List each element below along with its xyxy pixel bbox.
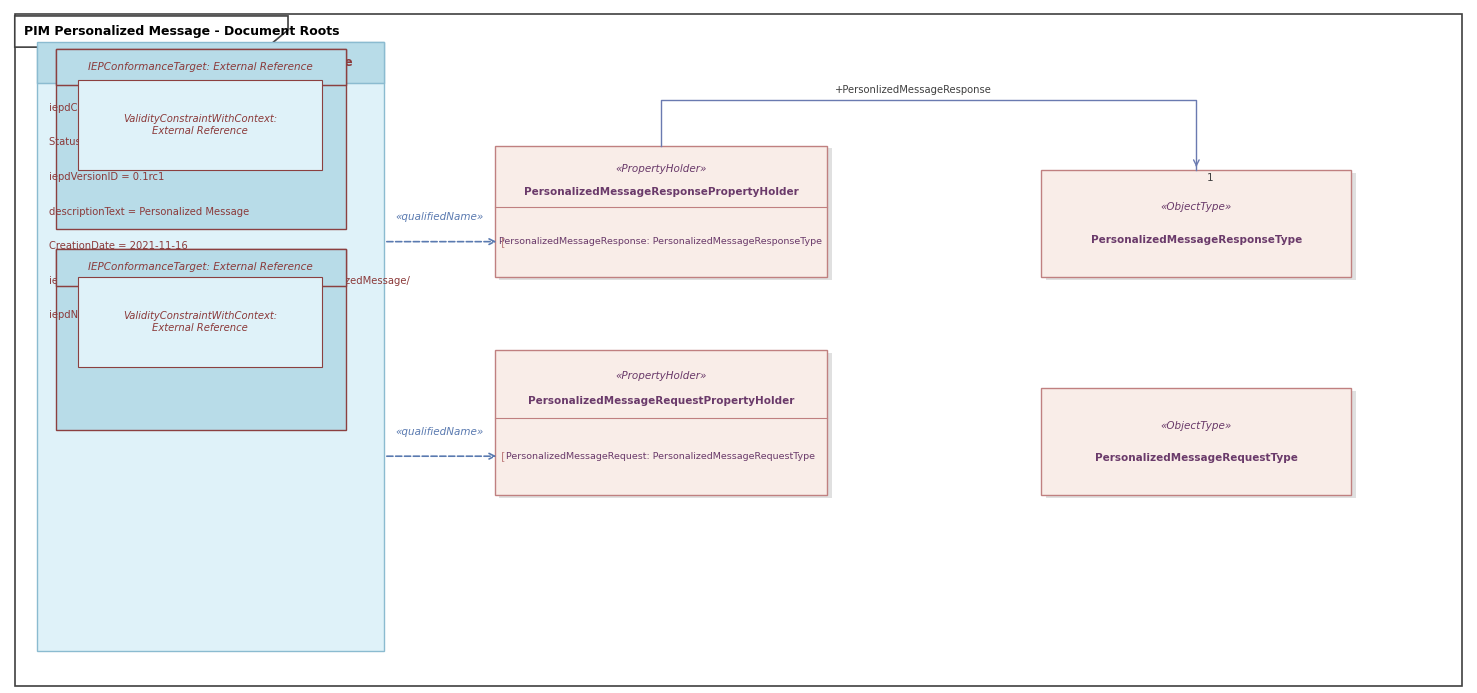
Text: «qualifiedName»: «qualifiedName» xyxy=(396,212,483,222)
Polygon shape xyxy=(15,16,288,47)
Text: descriptionText = Personalized Message: descriptionText = Personalized Message xyxy=(49,207,250,216)
Text: PersonalizedMessageRequestPropertyHolder: PersonalizedMessageRequestPropertyHolder xyxy=(527,396,795,406)
FancyBboxPatch shape xyxy=(499,148,832,280)
Text: StatusText = Release Candidate: StatusText = Release Candidate xyxy=(49,137,208,147)
FancyBboxPatch shape xyxy=(56,49,346,85)
Text: IEPConformanceTarget: External Reference: IEPConformanceTarget: External Reference xyxy=(89,263,313,272)
Text: +PersonlizedMessageResponse: +PersonlizedMessageResponse xyxy=(836,85,993,95)
Text: Personalized Message: External Reference: Personalized Message: External Reference xyxy=(68,56,353,69)
Text: iepdVersionID = 0.1rc1: iepdVersionID = 0.1rc1 xyxy=(49,172,164,182)
Text: «ObjectType»: «ObjectType» xyxy=(1161,202,1232,212)
FancyBboxPatch shape xyxy=(56,249,346,286)
Text: «PropertyHolder»: «PropertyHolder» xyxy=(616,371,706,381)
FancyBboxPatch shape xyxy=(1041,170,1351,277)
FancyBboxPatch shape xyxy=(56,49,346,229)
Text: [: [ xyxy=(501,236,505,247)
FancyBboxPatch shape xyxy=(56,249,346,430)
Text: PersonalizedMessageResponse: PersonalizedMessageResponseType: PersonalizedMessageResponse: Personalize… xyxy=(499,237,823,246)
FancyBboxPatch shape xyxy=(499,353,832,498)
Text: iepdName = NIEM-IEPD: iepdName = NIEM-IEPD xyxy=(49,310,165,320)
Text: PersonalizedMessageResponseType: PersonalizedMessageResponseType xyxy=(1090,235,1303,245)
FancyBboxPatch shape xyxy=(37,42,384,651)
Text: 1: 1 xyxy=(1207,173,1213,183)
FancyBboxPatch shape xyxy=(495,146,827,277)
Text: CreationDate = 2021-11-16: CreationDate = 2021-11-16 xyxy=(49,241,188,251)
FancyBboxPatch shape xyxy=(78,80,322,170)
FancyBboxPatch shape xyxy=(15,14,1462,686)
Text: IEPConformanceTarget: External Reference: IEPConformanceTarget: External Reference xyxy=(89,62,313,71)
FancyBboxPatch shape xyxy=(1046,391,1356,498)
Text: PersonalizedMessageRequest: PersonalizedMessageRequestType: PersonalizedMessageRequest: Personalized… xyxy=(507,452,815,461)
Text: ValidityConstraintWithContext:
External Reference: ValidityConstraintWithContext: External … xyxy=(123,114,278,136)
Text: PersonalizedMessageRequestType: PersonalizedMessageRequestType xyxy=(1094,453,1298,463)
Text: ValidityConstraintWithContext:
External Reference: ValidityConstraintWithContext: External … xyxy=(123,311,278,333)
FancyBboxPatch shape xyxy=(37,42,384,83)
Text: «qualifiedName»: «qualifiedName» xyxy=(396,427,483,437)
Text: PersonalizedMessageResponsePropertyHolder: PersonalizedMessageResponsePropertyHolde… xyxy=(523,186,799,197)
Text: PIM Personalized Message - Document Roots: PIM Personalized Message - Document Root… xyxy=(24,25,340,38)
FancyBboxPatch shape xyxy=(1046,173,1356,280)
FancyBboxPatch shape xyxy=(1041,388,1351,495)
Text: [: [ xyxy=(501,451,505,462)
Text: iepdClassCode = iepd: iepdClassCode = iepd xyxy=(49,103,158,112)
FancyBboxPatch shape xyxy=(78,277,322,367)
Text: «PropertyHolder»: «PropertyHolder» xyxy=(616,164,706,174)
FancyBboxPatch shape xyxy=(495,350,827,495)
Text: iepdBaseURI = http://example.sparxsystems.com/PersonalizedMessage/: iepdBaseURI = http://example.sparxsystem… xyxy=(49,276,409,286)
Text: «ObjectType»: «ObjectType» xyxy=(1161,421,1232,430)
